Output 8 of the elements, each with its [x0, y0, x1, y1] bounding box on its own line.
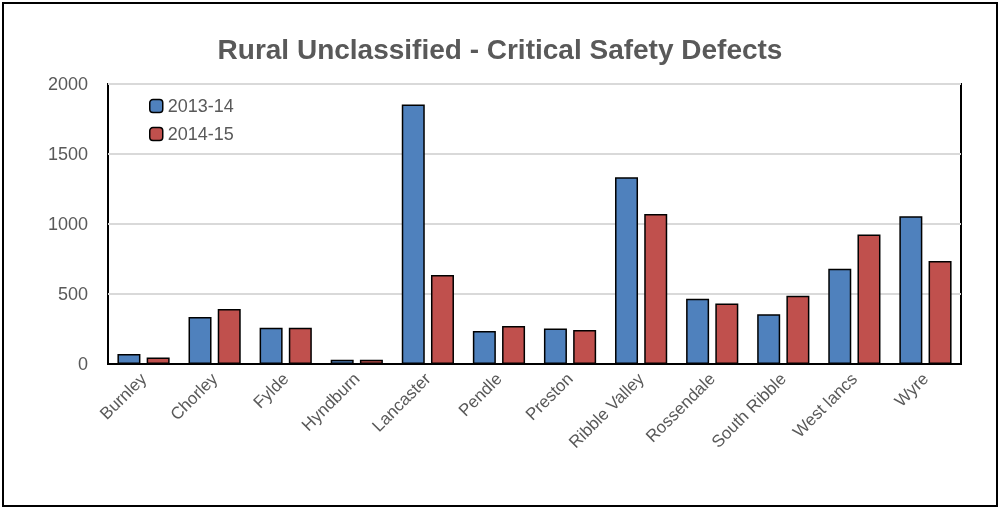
- legend-label: 2013-14: [167, 96, 234, 116]
- legend-label: 2014-15: [167, 124, 234, 144]
- chart-title: Rural Unclassified - Critical Safety Defects: [217, 33, 783, 65]
- y-tick-label: 0: [77, 354, 88, 374]
- y-tick-label: 500: [57, 284, 88, 304]
- y-tick-label: 2000: [47, 74, 88, 94]
- y-tick-label: 1500: [47, 144, 88, 164]
- y-tick-label: 1000: [47, 214, 88, 234]
